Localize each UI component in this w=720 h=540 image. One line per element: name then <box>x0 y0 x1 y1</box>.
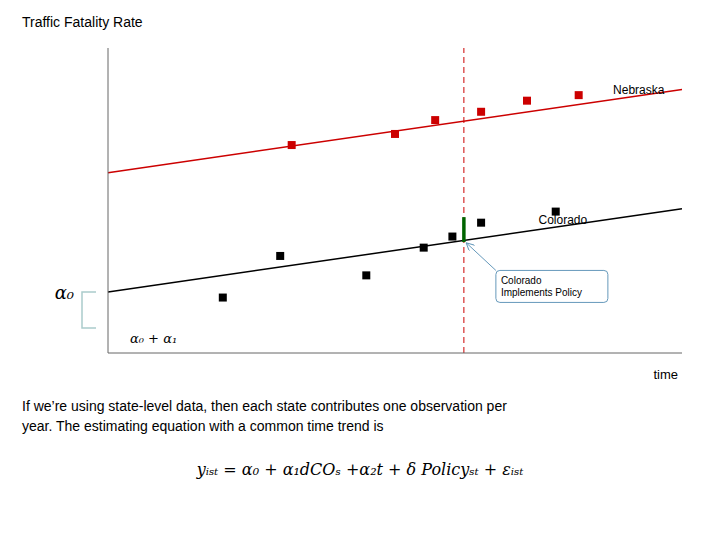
svg-text:Colorado: Colorado <box>539 213 588 227</box>
svg-text:Colorado: Colorado <box>501 275 542 286</box>
html-text:Traffic Fatality Rate: Traffic Fatality Rate <box>22 14 143 30</box>
html-text:year. The estimating equation: year. The estimating equation with a com… <box>22 418 384 434</box>
html-text:If we’re using state-level dat: If we’re using state-level data, then ea… <box>22 398 507 414</box>
svg-text:Nebraska: Nebraska <box>613 83 665 97</box>
svg-text:Implements Policy: Implements Policy <box>501 287 582 298</box>
svg-text:α₀: α₀ <box>55 282 74 303</box>
svg-text:α₀ + α₁: α₀ + α₁ <box>130 331 177 346</box>
html-text:yᵢₛₜ = α₀ + α₁dCOₛ +α₂t + δ Po: yᵢₛₜ = α₀ + α₁dCOₛ +α₂t + δ Policyₛₜ + ε… <box>196 460 524 479</box>
svg-text:time: time <box>653 367 678 382</box>
